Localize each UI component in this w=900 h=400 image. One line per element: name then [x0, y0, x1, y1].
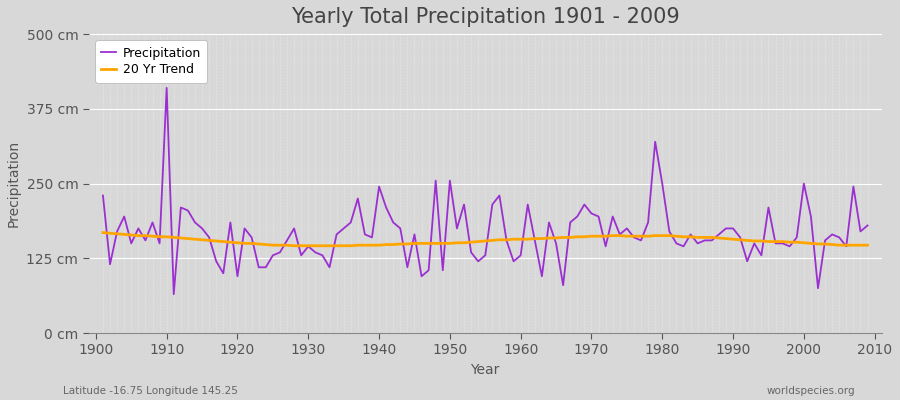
Line: Precipitation: Precipitation: [103, 88, 868, 294]
Line: 20 Yr Trend: 20 Yr Trend: [103, 233, 868, 246]
Precipitation: [522, 202, 533, 207]
Legend: Precipitation, 20 Yr Trend: Precipitation, 20 Yr Trend: [95, 40, 207, 82]
20 Yr Trend: [317, 243, 328, 248]
Precipitation: [97, 193, 108, 198]
Title: Yearly Total Precipitation 1901 - 2009: Yearly Total Precipitation 1901 - 2009: [291, 7, 680, 27]
Precipitation: [615, 232, 626, 237]
20 Yr Trend: [862, 243, 873, 248]
20 Yr Trend: [97, 230, 108, 235]
Y-axis label: Precipitation: Precipitation: [7, 140, 21, 227]
20 Yr Trend: [289, 243, 300, 248]
Text: Latitude -16.75 Longitude 145.25: Latitude -16.75 Longitude 145.25: [63, 386, 238, 396]
X-axis label: Year: Year: [471, 363, 500, 377]
Precipitation: [324, 265, 335, 270]
Precipitation: [529, 238, 540, 243]
Precipitation: [154, 241, 165, 246]
Precipitation: [168, 292, 179, 297]
Precipitation: [366, 235, 377, 240]
20 Yr Trend: [608, 233, 618, 238]
Text: worldspecies.org: worldspecies.org: [767, 386, 855, 396]
20 Yr Trend: [522, 237, 533, 242]
Precipitation: [161, 86, 172, 90]
20 Yr Trend: [154, 234, 165, 239]
20 Yr Trend: [516, 237, 526, 242]
20 Yr Trend: [359, 243, 370, 248]
Precipitation: [862, 223, 873, 228]
